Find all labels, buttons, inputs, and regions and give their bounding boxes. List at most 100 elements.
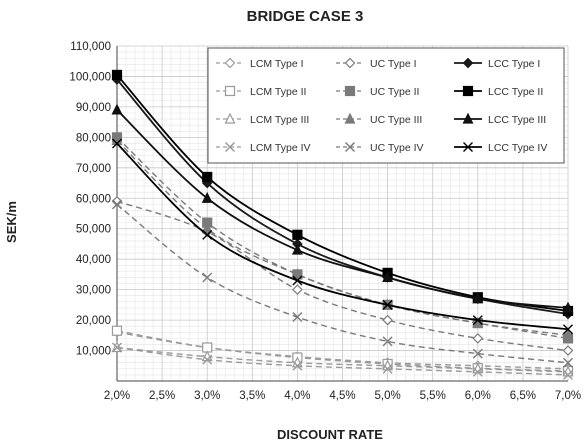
data-point-marker <box>111 69 123 81</box>
series-line <box>116 142 569 331</box>
data-point-marker <box>112 199 122 210</box>
data-point-marker <box>472 292 484 304</box>
data-point-marker <box>292 275 303 286</box>
y-tick-label: 110,000 <box>70 41 111 53</box>
data-point-marker <box>472 366 483 377</box>
legend-label: LCC Type IV <box>488 142 547 154</box>
legend-swatch-marker <box>462 57 474 69</box>
data-point-marker <box>472 333 484 344</box>
legend-box <box>207 47 565 164</box>
axes: 10,000 20,000 30,000 40,000 50,000 60,000 70,0… <box>69 41 581 402</box>
y-tick-label: 60,000 <box>76 193 111 205</box>
y-tick-label: 90,000 <box>76 102 111 114</box>
x-tick-label: 6,5% <box>510 390 536 402</box>
data-point-marker <box>111 325 123 336</box>
data-point-marker <box>382 336 393 347</box>
data-point-marker <box>562 301 574 313</box>
legend-item: UC Type III <box>336 112 422 126</box>
series-lcc-type-iii <box>111 103 574 313</box>
legend-label: LCM Type II <box>250 86 306 98</box>
data-point-marker <box>112 342 122 353</box>
x-tick-label: 2,0% <box>104 390 130 402</box>
x-tick-label: 3,0% <box>194 390 220 402</box>
legend: LCM Type I UC Type I LCC Type I LCM Type II… <box>207 47 565 164</box>
data-point-marker <box>292 360 303 371</box>
legend-swatch-marker <box>224 57 236 69</box>
legend-swatch-marker <box>344 57 356 69</box>
data-point-marker <box>563 369 573 380</box>
legend-item: LCM Type I <box>216 57 304 70</box>
series-lcm-type-iv <box>112 342 573 380</box>
x-tick-label: 7,0% <box>555 390 581 402</box>
data-point-marker <box>202 171 213 183</box>
data-point-marker <box>563 324 573 335</box>
data-point-marker <box>202 354 213 365</box>
legend-label: LCC Type II <box>488 86 543 98</box>
y-tick-label: 70,000 <box>76 163 111 175</box>
data-point-marker <box>202 272 213 283</box>
legend-swatch-marker <box>225 142 235 152</box>
data-point-marker <box>472 315 483 326</box>
legend-item: UC Type I <box>336 57 417 70</box>
x-tick-label: 5,5% <box>420 390 446 402</box>
data-point-marker <box>201 222 213 234</box>
x-axis-label: DISCOUNT RATE <box>277 427 383 442</box>
legend-item: LCC Type III <box>454 112 546 126</box>
legend-item: LCC Type IV <box>454 142 547 154</box>
data-point-marker <box>112 138 122 149</box>
x-tick-label: 2,5% <box>149 390 175 402</box>
legend-item: LCM Type II <box>216 85 306 98</box>
legend-label: LCM Type I <box>250 58 304 70</box>
legend-label: LCM Type IV <box>250 142 311 154</box>
data-point-marker <box>291 268 303 280</box>
legend-swatch-marker <box>224 112 236 124</box>
y-tick-label: 40,000 <box>76 254 111 266</box>
data-point-marker <box>111 103 123 115</box>
series-layer <box>111 69 574 380</box>
data-point-marker <box>563 357 573 368</box>
legend-swatch-marker <box>463 142 473 152</box>
legend-item: LCM Type IV <box>216 142 311 154</box>
legend-label: LCC Type III <box>488 114 546 126</box>
data-point-marker <box>382 271 394 283</box>
data-point-marker <box>291 243 303 255</box>
legend-label: LCC Type I <box>488 58 540 70</box>
y-tick-label: 80,000 <box>76 132 111 144</box>
data-point-marker <box>382 363 393 374</box>
series-line <box>116 346 569 376</box>
legend-item: LCM Type III <box>216 112 309 126</box>
data-point-marker <box>292 284 303 295</box>
legend-label: UC Type II <box>370 86 419 98</box>
data-point-marker <box>382 299 393 310</box>
data-point-marker <box>562 328 574 340</box>
legend-swatch-marker <box>344 112 356 124</box>
legend-label: UC Type IV <box>370 142 424 154</box>
x-tick-label: 4,0% <box>284 390 310 402</box>
series-line <box>116 109 569 309</box>
data-point-marker <box>472 348 483 359</box>
data-point-marker <box>292 312 303 323</box>
legend-swatch-marker <box>224 85 236 97</box>
legend-label: LCM Type III <box>250 114 309 126</box>
data-point-marker <box>111 195 123 207</box>
legend-swatch-marker <box>462 112 474 124</box>
legend-label: UC Type III <box>370 114 422 126</box>
y-tick-label: 50,000 <box>76 224 111 236</box>
data-point-marker <box>201 191 213 203</box>
x-tick-label: 4,5% <box>329 390 355 402</box>
chart-title: BRIDGE CASE 3 <box>247 8 364 25</box>
series-line <box>116 346 569 373</box>
y-tick-label: 100,000 <box>69 71 111 83</box>
series-lcc-type-iv <box>112 138 573 335</box>
y-tick-label: 10,000 <box>76 346 111 358</box>
data-point-marker <box>382 314 393 326</box>
legend-item: UC Type II <box>336 85 419 98</box>
legend-item: LCC Type I <box>454 57 540 70</box>
y-tick-label: 20,000 <box>76 315 111 327</box>
legend-swatch-marker <box>345 142 355 152</box>
series-uc-type-iv <box>112 199 573 368</box>
data-point-marker <box>292 229 303 240</box>
legend-swatch-marker <box>344 85 356 97</box>
